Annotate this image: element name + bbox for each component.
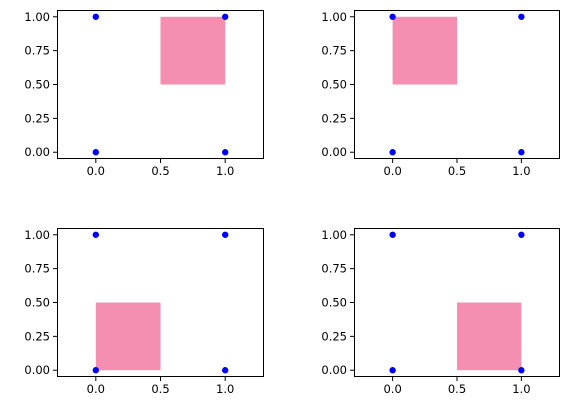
axes-frame (57, 10, 264, 159)
y-tick-label: 0.50 (24, 78, 50, 92)
data-point-1 (389, 231, 396, 238)
axes-frame (354, 228, 560, 377)
x-tick-label: 0.0 (87, 164, 105, 178)
y-tick-label: 0.75 (321, 262, 347, 276)
x-tick-label: 1.0 (216, 382, 234, 396)
y-tick-label: 0.00 (24, 363, 50, 377)
data-point-2 (221, 13, 229, 20)
data-point-2 (518, 13, 525, 20)
y-tick-label: 0.00 (24, 145, 50, 159)
shaded-rect (457, 302, 522, 371)
y-tick-label: 1.00 (321, 228, 347, 242)
data-point-2 (221, 231, 229, 238)
x-tick-label: 0.0 (383, 164, 401, 178)
y-tick-label: 0.00 (321, 363, 347, 377)
axes-frame (57, 228, 264, 377)
x-tick-label: 1.0 (512, 382, 530, 396)
x-tick-label: 1.0 (216, 164, 234, 178)
x-tick-label: 0.5 (448, 164, 466, 178)
shaded-rect (160, 16, 226, 85)
subplot-1: 0.0 0.5 1.0 0.00 0.25 0.50 0.75 1.00 (24, 10, 264, 178)
y-tick-label: 0.25 (24, 111, 50, 125)
x-tick-label: 0.0 (87, 382, 105, 396)
subplot-3: 0.0 0.5 1.0 0.00 0.25 0.50 0.75 1.00 (24, 228, 264, 396)
x-tick-label: 1.0 (512, 164, 530, 178)
subplot-4: 0.0 0.5 1.0 0.00 0.25 0.50 0.75 1.00 (321, 228, 560, 396)
x-tick-label: 0.5 (448, 382, 466, 396)
y-tick-label: 0.50 (321, 296, 347, 310)
data-point-4 (221, 367, 229, 374)
y-tick-label: 0.75 (24, 262, 50, 276)
data-point-3 (389, 149, 396, 156)
shaded-rect (392, 16, 457, 85)
axes-frame (354, 10, 560, 159)
data-point-3 (92, 149, 100, 156)
y-tick-label: 0.25 (24, 329, 50, 343)
x-tick-label: 0.0 (383, 382, 401, 396)
data-point-1 (92, 231, 100, 238)
data-point-1 (92, 13, 100, 20)
data-point-3 (92, 367, 100, 374)
data-point-4 (518, 149, 525, 156)
data-point-2 (518, 231, 525, 238)
y-tick-label: 0.00 (321, 145, 347, 159)
y-tick-label: 0.75 (321, 44, 347, 58)
subplot-2: 0.0 0.5 1.0 0.00 0.25 0.50 0.75 1.00 (321, 10, 560, 178)
y-tick-label: 1.00 (24, 10, 50, 24)
y-tick-label: 0.25 (321, 329, 347, 343)
y-tick-label: 0.50 (321, 78, 347, 92)
data-point-4 (518, 367, 525, 374)
data-point-3 (389, 367, 396, 374)
y-tick-label: 0.75 (24, 44, 50, 58)
x-tick-label: 0.5 (151, 382, 169, 396)
y-tick-label: 1.00 (321, 10, 347, 24)
shaded-rect (95, 302, 161, 371)
x-tick-label: 0.5 (151, 164, 169, 178)
y-tick-label: 1.00 (24, 228, 50, 242)
y-tick-label: 0.50 (24, 296, 50, 310)
data-point-1 (389, 13, 396, 20)
data-point-4 (221, 149, 229, 156)
y-tick-label: 0.25 (321, 111, 347, 125)
